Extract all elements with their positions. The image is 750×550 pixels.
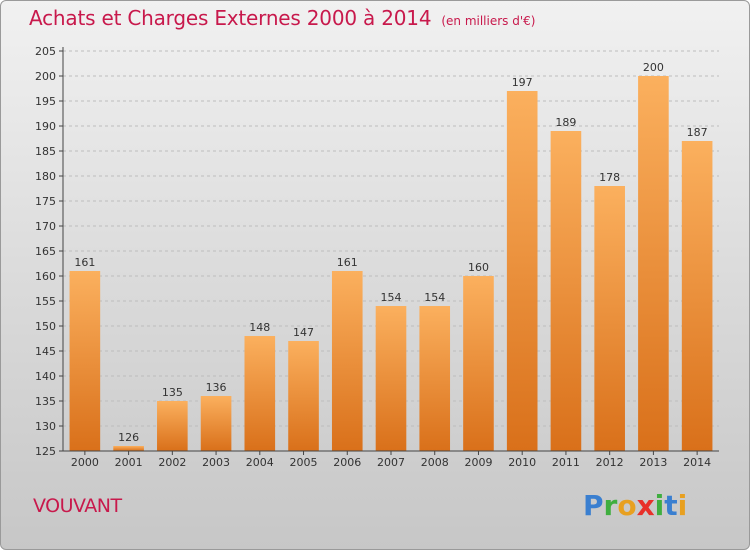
commune-name: VOUVANT: [33, 495, 122, 517]
x-tick-label: 2011: [552, 456, 580, 469]
y-tick-label: 160: [35, 270, 56, 283]
x-tick-label: 2013: [639, 456, 667, 469]
y-axis-ticks: 125 130 135 140 145 150 155 160 165 170 175 180 185 1…: [35, 45, 63, 458]
y-tick-label: 155: [35, 295, 56, 308]
value-label: 189: [555, 116, 576, 129]
value-label: 148: [249, 321, 270, 334]
chart-title: Achats et Charges Externes 2000 à 2014: [29, 6, 432, 30]
value-label: 161: [74, 256, 95, 269]
value-label: 126: [118, 431, 139, 444]
value-label: 154: [381, 291, 402, 304]
x-tick-label: 2003: [202, 456, 230, 469]
bar: [419, 306, 451, 451]
bars: [69, 76, 713, 451]
bar: [594, 186, 625, 451]
value-label: 187: [687, 126, 708, 139]
value-label: 147: [293, 326, 314, 339]
y-tick-label: 205: [35, 45, 56, 58]
y-tick-label: 195: [35, 95, 56, 108]
logo-letter: P: [583, 489, 604, 522]
x-tick-label: 2001: [115, 456, 143, 469]
y-tick-label: 200: [35, 70, 56, 83]
x-tick-label: 2009: [464, 456, 492, 469]
y-tick-label: 145: [35, 345, 56, 358]
x-tick-label: 2007: [377, 456, 405, 469]
value-label: 136: [206, 381, 227, 394]
bar: [331, 271, 363, 451]
y-tick-label: 185: [35, 145, 56, 158]
x-tick-label: 2010: [508, 456, 536, 469]
value-label: 135: [162, 386, 183, 399]
x-tick-label: 2008: [421, 456, 449, 469]
value-label: 178: [599, 171, 620, 184]
axes: [62, 47, 719, 452]
bar: [113, 446, 144, 451]
value-label: 197: [512, 76, 533, 89]
logo-letter: o: [617, 489, 637, 522]
y-tick-label: 175: [35, 195, 56, 208]
bar: [638, 76, 669, 451]
y-tick-label: 135: [35, 395, 56, 408]
bar: [375, 306, 407, 451]
y-tick-label: 190: [35, 120, 56, 133]
bar: [200, 396, 232, 451]
x-axis-ticks: 2000 2001 2002 2003 2004 2005 2006 2007 2008 2009…: [71, 451, 711, 469]
chart-unit-label: (en milliers d'€): [441, 14, 536, 28]
x-tick-label: 2004: [246, 456, 274, 469]
value-label: 154: [424, 291, 445, 304]
x-tick-label: 2006: [333, 456, 361, 469]
bar: [69, 271, 101, 451]
bar: [244, 336, 276, 451]
bar: [550, 131, 582, 451]
y-tick-label: 140: [35, 370, 56, 383]
logo-letter: i: [677, 489, 688, 522]
proxiti-logo: Proxiti: [583, 489, 687, 522]
y-tick-label: 170: [35, 220, 56, 233]
logo-letter: t: [664, 489, 678, 522]
logo-letter: r: [603, 489, 618, 522]
x-tick-label: 2014: [683, 456, 711, 469]
value-label: 161: [337, 256, 358, 269]
bar: [681, 141, 713, 451]
value-labels: 161 126 135 136 148 147 161 154 154 160 197 189 178 2…: [74, 61, 707, 444]
bar: [157, 401, 188, 451]
y-tick-label: 130: [35, 420, 56, 433]
x-tick-label: 2012: [596, 456, 624, 469]
x-tick-label: 2000: [71, 456, 99, 469]
y-tick-label: 125: [35, 445, 56, 458]
logo-letter: i: [654, 489, 665, 522]
bar: [463, 276, 494, 451]
x-tick-label: 2002: [158, 456, 186, 469]
bar: [288, 341, 319, 451]
logo-letter: x: [636, 489, 655, 522]
chart-title-block: Achats et Charges Externes 2000 à 2014 (e…: [29, 6, 535, 30]
value-label: 200: [643, 61, 664, 74]
bar: [506, 91, 538, 451]
value-label: 160: [468, 261, 489, 274]
y-tick-label: 180: [35, 170, 56, 183]
y-tick-label: 165: [35, 245, 56, 258]
y-tick-label: 150: [35, 320, 56, 333]
x-tick-label: 2005: [290, 456, 318, 469]
